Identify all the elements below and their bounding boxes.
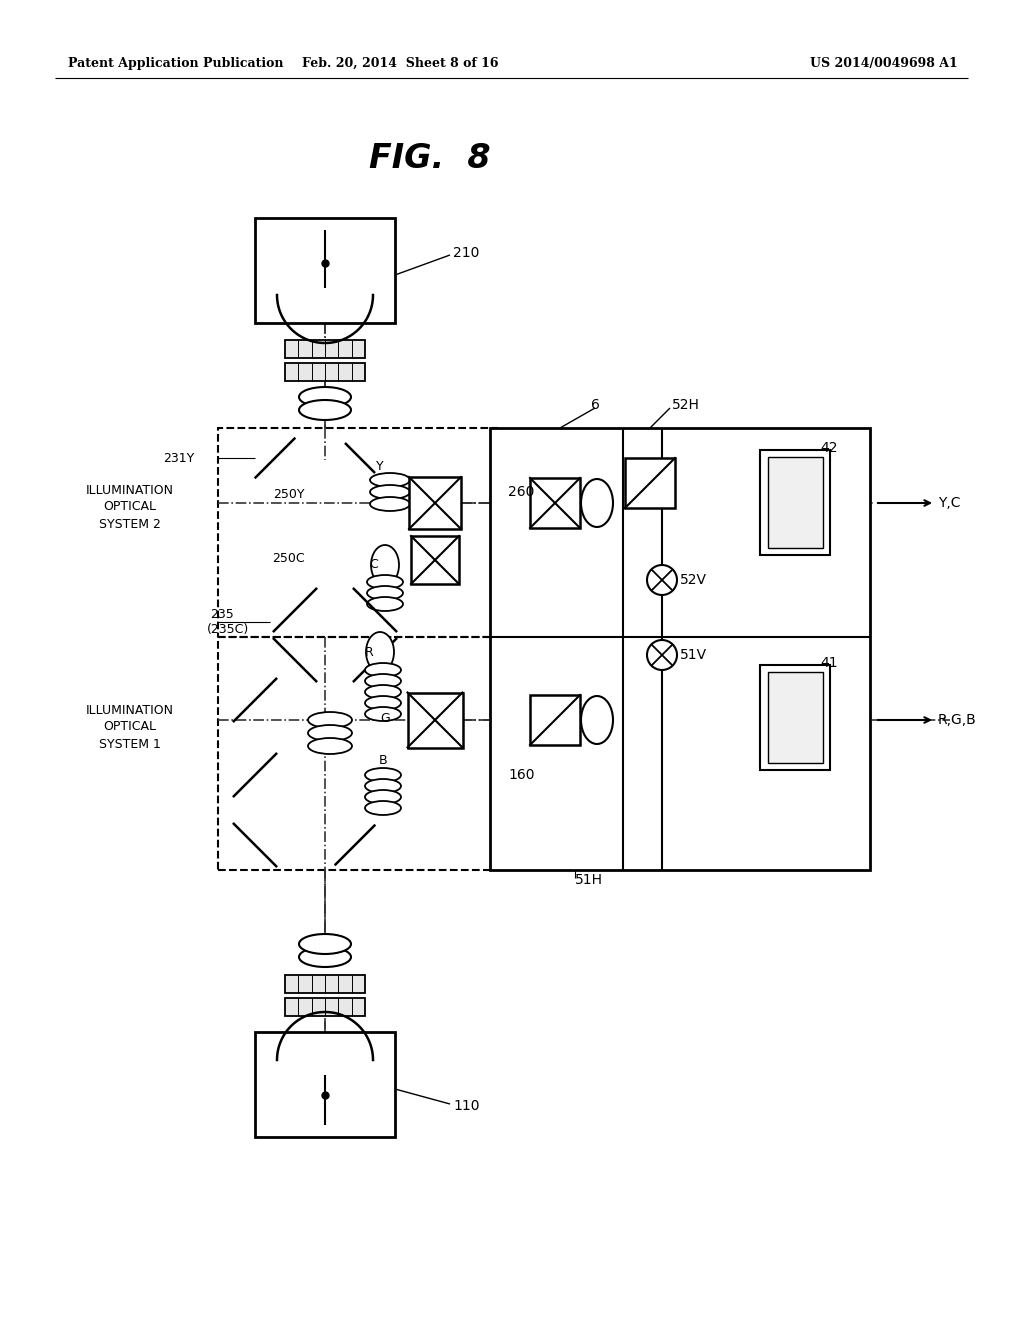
Bar [760,665,830,770]
Ellipse shape [371,545,399,585]
Ellipse shape [370,498,410,511]
Text: 231Y: 231Y [163,451,194,465]
Text: R,G,B: R,G,B [938,713,977,727]
Bar [285,341,365,358]
Text: US 2014/0049698 A1: US 2014/0049698 A1 [810,57,958,70]
Bar [760,450,830,554]
Ellipse shape [581,696,613,744]
Ellipse shape [370,484,410,499]
Ellipse shape [365,708,401,721]
Ellipse shape [367,597,403,611]
Ellipse shape [365,779,401,793]
Text: ILLUMINATION: ILLUMINATION [86,483,174,496]
Text: 52V: 52V [680,573,707,587]
Ellipse shape [365,685,401,700]
Ellipse shape [370,473,410,487]
Text: 110: 110 [453,1100,479,1113]
Bar [255,218,395,323]
Bar [411,536,459,583]
Text: OPTICAL: OPTICAL [103,500,157,513]
Text: C: C [370,558,378,572]
Text: 51H: 51H [575,873,603,887]
Bar [285,363,365,381]
Text: 51V: 51V [680,648,708,663]
Text: Y,C: Y,C [938,496,961,510]
Bar [255,1032,395,1137]
Bar [530,696,580,744]
Ellipse shape [365,801,401,814]
Text: OPTICAL: OPTICAL [103,721,157,734]
Ellipse shape [366,632,394,672]
Text: 41: 41 [820,656,838,671]
Text: (235C): (235C) [207,623,249,636]
Ellipse shape [299,387,351,407]
Ellipse shape [365,789,401,804]
Ellipse shape [365,663,401,677]
Text: ILLUMINATION: ILLUMINATION [86,704,174,717]
Bar [285,998,365,1016]
Text: B: B [379,754,387,767]
Text: G: G [380,711,390,725]
Ellipse shape [299,935,351,954]
Text: FIG.  8: FIG. 8 [370,141,490,174]
Bar [768,457,823,548]
Ellipse shape [308,738,352,754]
Text: Feb. 20, 2014  Sheet 8 of 16: Feb. 20, 2014 Sheet 8 of 16 [302,57,499,70]
Bar [768,672,823,763]
Bar [490,428,870,870]
Text: 210: 210 [453,246,479,260]
Bar [625,458,675,508]
Ellipse shape [365,768,401,781]
Text: 160: 160 [508,768,535,781]
Text: 42: 42 [820,441,838,455]
Bar [409,477,461,529]
Text: 52H: 52H [672,399,699,412]
Ellipse shape [299,946,351,968]
Text: Y: Y [376,459,384,473]
Bar [285,975,365,993]
Text: 6: 6 [591,399,599,412]
Text: SYSTEM 2: SYSTEM 2 [99,517,161,531]
Text: Patent Application Publication: Patent Application Publication [68,57,284,70]
Text: 250C: 250C [272,552,305,565]
Text: 235: 235 [210,609,233,622]
Ellipse shape [581,479,613,527]
Ellipse shape [367,576,403,589]
Bar [530,478,580,528]
Ellipse shape [299,400,351,420]
Bar [408,693,463,747]
Ellipse shape [365,696,401,710]
Bar [218,428,497,638]
Ellipse shape [308,725,352,741]
Ellipse shape [365,675,401,688]
Ellipse shape [308,711,352,729]
Text: SYSTEM 1: SYSTEM 1 [99,738,161,751]
Ellipse shape [367,586,403,601]
Circle shape [647,565,677,595]
Text: R: R [365,645,373,659]
Bar [218,638,497,870]
Text: 260: 260 [508,484,535,499]
Circle shape [647,640,677,671]
Text: 250Y: 250Y [273,488,305,502]
